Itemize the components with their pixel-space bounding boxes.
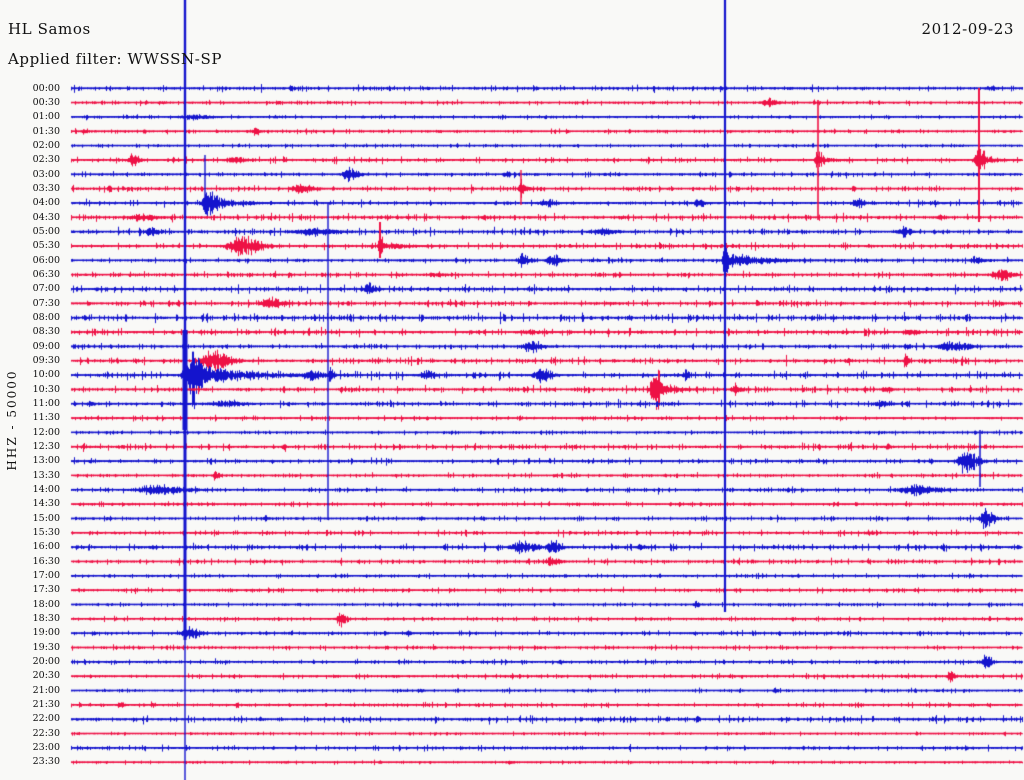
- time-label: 12:30: [32, 441, 60, 452]
- time-label: 18:30: [32, 613, 60, 625]
- time-label: 01:00: [32, 111, 60, 123]
- time-label: 03:30: [32, 182, 60, 194]
- time-label: 04:30: [32, 211, 60, 223]
- time-label: 02:00: [32, 139, 60, 151]
- time-label: 11:00: [32, 397, 60, 409]
- applied-filter-label: Applied filter: WWSSN-SP: [8, 50, 223, 68]
- time-label: 22:00: [32, 713, 60, 725]
- time-label: 13:00: [32, 455, 60, 467]
- time-label: 09:00: [32, 340, 60, 352]
- time-label: 20:30: [32, 670, 60, 682]
- time-label: 15:30: [32, 527, 60, 539]
- time-label: 00:30: [32, 96, 60, 108]
- time-label: 05:30: [32, 240, 60, 252]
- time-label: 07:30: [32, 297, 60, 309]
- time-label: 12:00: [32, 426, 60, 438]
- time-label: 22:30: [32, 727, 60, 739]
- time-label: 16:00: [32, 541, 60, 553]
- time-label: 21:00: [32, 684, 60, 696]
- time-label: 10:30: [32, 383, 60, 395]
- station-name: HL Samos: [8, 20, 91, 38]
- time-label: 14:30: [32, 498, 60, 510]
- time-label: 01:30: [32, 125, 60, 137]
- time-label: 23:30: [32, 756, 60, 768]
- time-label: 16:30: [32, 555, 60, 567]
- time-label: 21:30: [32, 699, 60, 711]
- time-label: 06:00: [32, 254, 60, 266]
- time-label: 05:00: [32, 225, 60, 237]
- time-label: 14:00: [32, 484, 60, 496]
- time-label: 06:30: [32, 268, 60, 280]
- time-label: 10:00: [32, 369, 60, 381]
- time-label: 08:00: [32, 311, 60, 323]
- time-label: 04:00: [32, 197, 60, 209]
- time-label: 09:30: [32, 354, 60, 366]
- time-label: 23:00: [32, 742, 60, 754]
- time-label: 18:00: [32, 598, 60, 610]
- time-label: 19:30: [32, 641, 60, 653]
- time-label: 03:00: [32, 168, 60, 180]
- time-label: 15:00: [32, 512, 60, 524]
- time-label: 20:00: [32, 656, 60, 668]
- time-label: 02:30: [32, 154, 60, 166]
- time-label: 07:00: [32, 283, 60, 295]
- date-label: 2012-09-23: [921, 20, 1014, 38]
- time-label: 00:00: [32, 82, 60, 94]
- time-label: 19:00: [32, 627, 60, 639]
- time-label: 17:00: [32, 570, 60, 582]
- time-label: 11:30: [32, 412, 60, 424]
- time-label: 17:30: [32, 584, 60, 596]
- time-label: 08:30: [32, 326, 60, 338]
- time-label: 13:30: [32, 469, 60, 481]
